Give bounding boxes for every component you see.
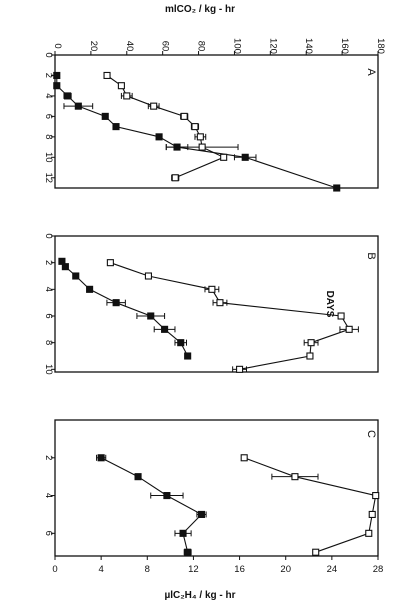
series-line-B-filled <box>61 261 189 357</box>
series-line-A-filled <box>56 75 337 189</box>
days-tick-label: 6 <box>43 313 54 318</box>
data-point-B-filled <box>61 263 69 271</box>
days-tick-label: 2 <box>43 260 54 265</box>
data-point-A-filled <box>64 92 72 100</box>
data-point-C-open <box>291 473 299 481</box>
data-point-B-filled <box>184 352 192 360</box>
days-tick-label: 8 <box>43 134 54 139</box>
top-axis-label: mlCO₂ / kg - hr <box>165 4 235 15</box>
bottom-axis-label: µlC₂H₄ / kg - hr <box>164 590 235 601</box>
value-tick-label: 40 <box>124 41 135 52</box>
data-point-B-open <box>337 312 345 320</box>
data-point-C-filled <box>184 548 192 556</box>
value-tick-label: 180 <box>375 38 386 54</box>
value-tick-label: 12 <box>188 564 199 575</box>
panel-label-A: A <box>365 68 377 76</box>
days-tick-label: 6 <box>43 531 54 536</box>
data-point-A-filled <box>53 71 61 80</box>
days-tick-label: 10 <box>43 152 54 163</box>
days-axis-label: DAYS <box>324 291 335 318</box>
days-tick-label: 4 <box>43 93 54 98</box>
value-tick-label: 160 <box>339 38 350 54</box>
data-point-B-filled <box>177 339 185 347</box>
panel-frame-A <box>54 54 379 189</box>
data-point-A-open <box>191 123 199 131</box>
days-tick-label: 4 <box>43 287 54 292</box>
data-point-B-open <box>216 299 224 307</box>
panel-label-B: B <box>365 252 377 259</box>
panel-frame-C <box>54 419 379 557</box>
days-tick-label: 2 <box>43 73 54 78</box>
value-tick-label: 4 <box>98 564 103 575</box>
days-tick-label: 8 <box>43 340 54 345</box>
data-point-A-open <box>171 174 179 182</box>
value-tick-label: 28 <box>373 564 384 575</box>
value-tick-label: 24 <box>327 564 338 575</box>
data-point-B-filled <box>112 299 120 307</box>
days-tick-label: 12 <box>43 172 54 183</box>
data-point-C-filled <box>179 529 187 537</box>
data-point-A-filled <box>241 153 249 161</box>
days-tick-label: 6 <box>43 114 54 119</box>
data-point-B-open <box>306 352 314 360</box>
data-point-B-filled <box>72 272 80 280</box>
value-tick-label: 20 <box>88 41 99 52</box>
value-tick-label: 20 <box>280 564 291 575</box>
data-point-A-open <box>196 133 204 141</box>
days-tick-label: 0 <box>43 52 54 57</box>
data-point-A-open <box>103 71 111 80</box>
data-point-A-filled <box>101 112 109 120</box>
data-point-B-open <box>106 259 114 267</box>
series-line-C-open <box>244 457 377 553</box>
data-point-A-open <box>123 92 131 100</box>
series-line-C-filled <box>100 457 203 553</box>
data-point-C-open <box>365 529 373 537</box>
value-tick-label: 16 <box>234 564 245 575</box>
data-point-C-open <box>372 492 380 500</box>
data-point-B-open <box>345 325 353 333</box>
data-point-A-open <box>117 82 125 90</box>
value-tick-label: 80 <box>196 41 207 52</box>
value-tick-label: 100 <box>231 38 242 54</box>
data-point-A-filled <box>155 133 163 141</box>
data-point-A-filled <box>53 82 61 90</box>
panel-label-C: C <box>365 430 377 438</box>
data-point-C-open <box>368 510 376 518</box>
data-point-C-filled <box>197 510 206 518</box>
data-point-C-filled <box>97 454 105 462</box>
data-point-B-filled <box>147 312 155 320</box>
value-tick-label: 0 <box>52 43 63 48</box>
data-point-A-open <box>220 153 228 161</box>
data-point-C-open <box>240 454 248 462</box>
series-line-A-open <box>106 75 226 179</box>
days-tick-label: 10 <box>43 364 54 375</box>
value-tick-label: 60 <box>160 41 171 52</box>
days-tick-label: 4 <box>43 493 54 498</box>
data-point-B-open <box>208 285 216 293</box>
panel-frame-B <box>54 235 379 373</box>
data-point-A-open <box>150 102 158 110</box>
value-tick-label: 0 <box>52 564 57 575</box>
value-tick-label: 140 <box>303 38 314 54</box>
data-point-B-open <box>236 365 244 373</box>
data-point-A-open <box>198 143 206 151</box>
data-point-B-open <box>307 339 315 347</box>
data-point-B-filled <box>86 285 94 293</box>
data-point-A-filled <box>74 102 82 110</box>
value-tick-label: 120 <box>267 38 278 54</box>
data-point-A-open <box>180 112 188 120</box>
value-tick-label: 8 <box>145 564 150 575</box>
data-point-C-filled <box>134 473 142 481</box>
data-point-C-filled <box>163 492 171 500</box>
data-point-A-filled <box>333 184 341 192</box>
data-point-C-open <box>312 548 320 556</box>
days-tick-label: 2 <box>43 455 54 460</box>
days-tick-label: 0 <box>43 233 54 238</box>
data-point-B-filled <box>161 325 169 333</box>
data-point-B-open <box>144 272 152 280</box>
data-point-A-filled <box>112 123 120 131</box>
